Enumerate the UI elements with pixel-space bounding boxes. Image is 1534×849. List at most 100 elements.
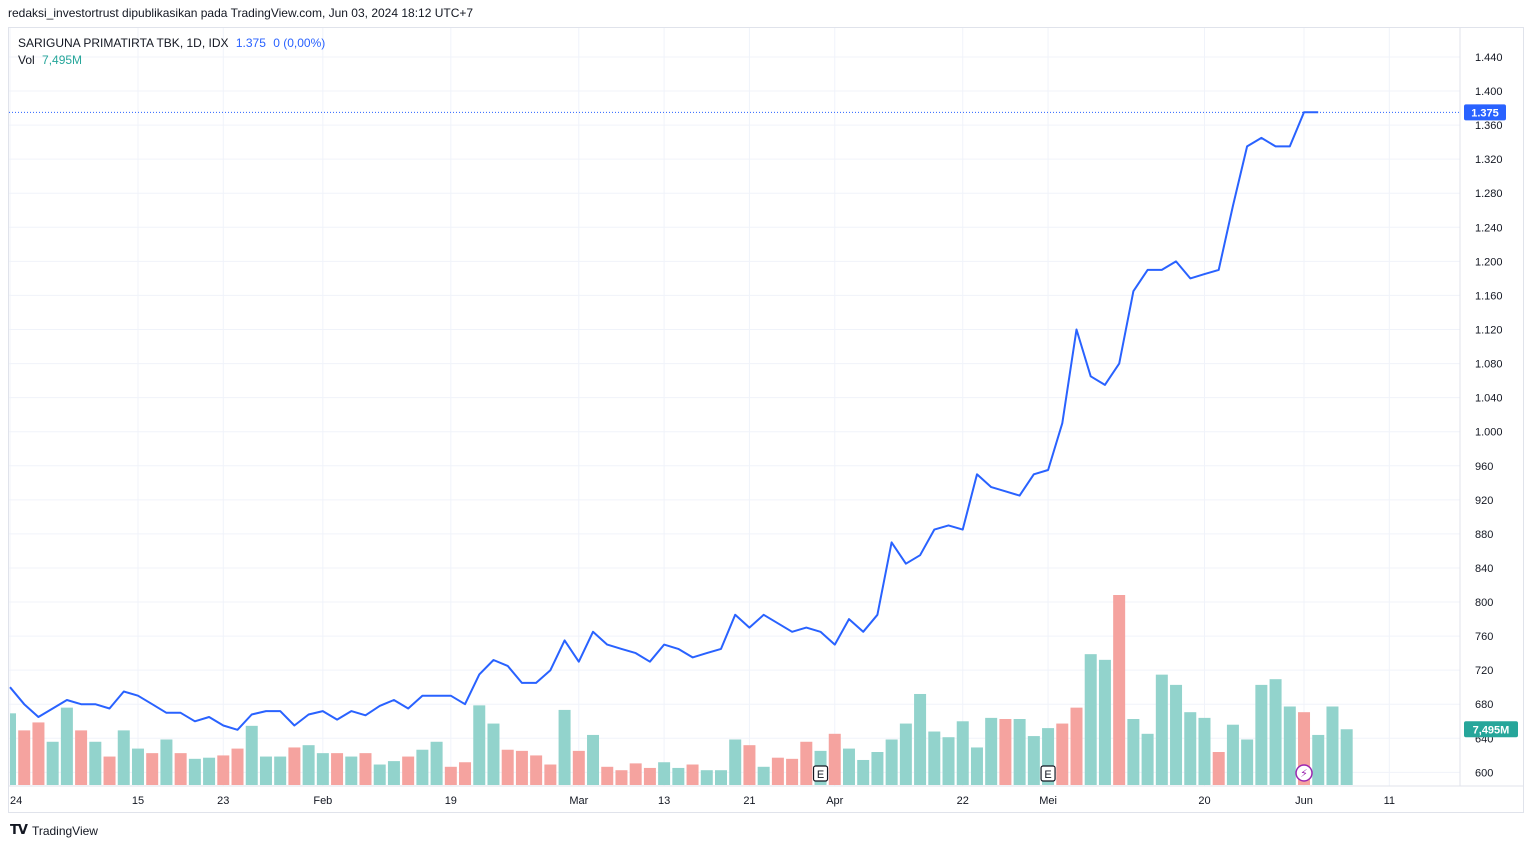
y-tick-label: 1.160 xyxy=(1475,290,1503,302)
volume-bar xyxy=(1312,734,1325,785)
x-tick-label: 15 xyxy=(132,795,144,807)
volume-bar xyxy=(715,770,727,785)
volume-bar xyxy=(1027,736,1040,785)
y-tick-label: 920 xyxy=(1475,495,1493,507)
volume-bars xyxy=(10,595,1353,785)
volume-bar xyxy=(160,739,173,785)
volume-bar xyxy=(771,757,784,785)
volume-bar xyxy=(1198,717,1211,785)
volume-bar xyxy=(1084,654,1097,785)
volume-bar xyxy=(373,764,386,785)
volume-tag-label: 7,495M xyxy=(1473,724,1510,736)
volume-bar xyxy=(459,762,472,785)
volume-bar xyxy=(1170,684,1183,785)
event-markers[interactable]: E E ⚡ xyxy=(812,764,1313,782)
x-tick-label: 21 xyxy=(743,795,755,807)
y-tick-label: 1.320 xyxy=(1475,154,1503,166)
volume-bar xyxy=(444,766,457,785)
volume-bar xyxy=(231,748,244,785)
publication-attribution: redaksi_investortrust dipublikasikan pad… xyxy=(8,6,474,20)
earnings-marker-label: E xyxy=(817,769,824,781)
volume-bar xyxy=(1098,659,1111,785)
volume-bar xyxy=(1326,706,1339,785)
volume-bar xyxy=(629,763,642,785)
volume-bar xyxy=(970,747,983,785)
price-line-series xyxy=(9,111,1319,731)
volume-bar xyxy=(1226,724,1239,785)
y-tick-label: 1.040 xyxy=(1475,393,1503,405)
axis-tags: 1.375 7,495M xyxy=(1464,104,1518,738)
volume-bar xyxy=(188,758,201,785)
change-value: 0 (0,00%) xyxy=(273,36,326,50)
volume-bar xyxy=(515,750,528,785)
earnings-marker-label: E xyxy=(1044,769,1051,781)
y-tick-label: 1.400 xyxy=(1475,86,1503,98)
volume-bar xyxy=(274,756,287,785)
volume-label[interactable]: Vol xyxy=(18,53,35,67)
volume-bar xyxy=(18,730,31,785)
volume-bar xyxy=(1141,733,1154,785)
volume-bar xyxy=(416,749,429,785)
volume-bar xyxy=(942,737,955,785)
volume-bar xyxy=(743,745,756,785)
footer-branding[interactable]: TV TradingView xyxy=(10,823,98,838)
y-tick-label: 1.440 xyxy=(1475,52,1503,64)
x-tick-label: Mei xyxy=(1039,795,1057,807)
volume-bar xyxy=(288,747,301,785)
volume-bar xyxy=(46,741,59,785)
earnings-marker-icon[interactable]: E xyxy=(812,765,829,782)
volume-bar xyxy=(558,709,571,785)
symbol-title[interactable]: SARIGUNA PRIMATIRTA TBK, 1D, IDX xyxy=(18,36,229,50)
volume-bar xyxy=(1212,752,1225,785)
volume-bar xyxy=(1283,706,1296,785)
volume-bar xyxy=(89,741,102,785)
volume-bar xyxy=(700,770,713,785)
symbol-row: SARIGUNA PRIMATIRTA TBK, 1D, IDX 1.375 0… xyxy=(18,35,325,52)
dividend-marker-circle xyxy=(1295,764,1313,782)
time-axis[interactable]: 24 15 23 Feb 19 Mar 13 21 Apr 22 Mei 20 Jun 11 xyxy=(10,795,1395,807)
volume-bar xyxy=(387,761,400,785)
volume-bar xyxy=(985,717,998,785)
volume-bar xyxy=(643,767,656,785)
volume-bar xyxy=(800,741,813,785)
chart-frame[interactable] xyxy=(8,27,1524,813)
volume-bar xyxy=(1155,674,1168,785)
volume-bar xyxy=(658,762,671,785)
volume-bar xyxy=(1113,595,1126,785)
volume-bar xyxy=(10,713,16,785)
volume-bar xyxy=(245,725,258,785)
volume-bar xyxy=(302,745,315,785)
volume-tag xyxy=(1464,721,1518,738)
volume-bar xyxy=(842,748,855,785)
brand-name: TradingView xyxy=(31,823,98,838)
y-tick-label: 1.240 xyxy=(1475,222,1503,234)
volume-bar xyxy=(729,739,742,785)
x-tick-label: Jun xyxy=(1295,795,1313,807)
y-tick-label: 1.280 xyxy=(1475,188,1503,200)
volume-bar xyxy=(331,753,344,785)
x-tick-label: 22 xyxy=(957,795,969,807)
volume-bar xyxy=(956,721,969,785)
volume-bar xyxy=(544,764,557,785)
volume-bar xyxy=(131,748,144,785)
y-tick-label: 1.120 xyxy=(1475,324,1503,336)
dividend-marker-icon[interactable]: ⚡ xyxy=(1295,764,1313,782)
x-tick-label: Apr xyxy=(826,795,843,807)
x-tick-label: 23 xyxy=(217,795,229,807)
volume-bar xyxy=(430,741,443,785)
volume-bar xyxy=(615,770,628,785)
earnings-marker-icon[interactable]: E xyxy=(1040,765,1056,782)
volume-bar xyxy=(899,723,912,785)
volume-bar xyxy=(857,759,870,785)
y-tick-label: 800 xyxy=(1475,597,1493,609)
dividend-marker-label: ⚡ xyxy=(1300,767,1308,780)
price-axis[interactable]: 1.440 1.400 1.360 1.320 1.280 1.240 1.200 1.160… xyxy=(1475,52,1503,779)
volume-bar xyxy=(203,757,216,785)
x-tick-label: 24 xyxy=(10,795,22,807)
volume-bar xyxy=(1013,719,1026,785)
volume-bar xyxy=(174,753,187,785)
volume-bar xyxy=(885,739,898,785)
y-tick-label: 840 xyxy=(1475,563,1493,575)
volume-bar xyxy=(259,756,272,785)
